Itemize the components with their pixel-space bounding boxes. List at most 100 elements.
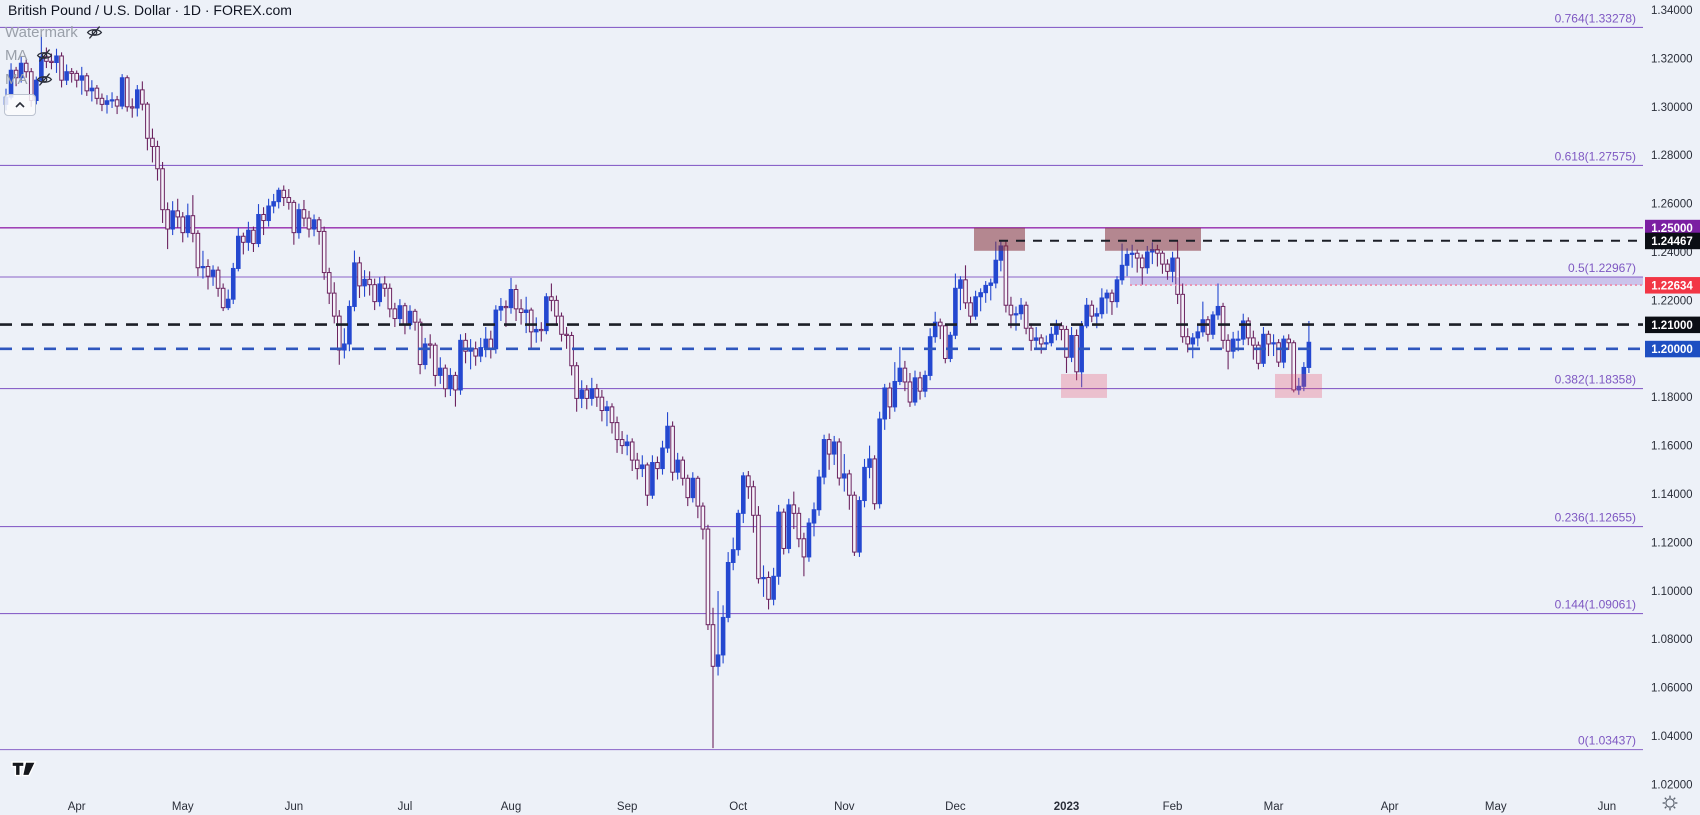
candle-body: [1195, 331, 1201, 339]
candle-body: [337, 315, 342, 351]
candle-body: [1069, 334, 1074, 358]
candle-body: [13, 69, 19, 79]
candle-body: [1044, 342, 1049, 345]
eye-off-icon[interactable]: [36, 47, 53, 64]
candle-body: [1119, 264, 1125, 281]
candle-body: [54, 55, 59, 64]
candle-body: [988, 282, 994, 286]
candle-body: [498, 305, 504, 311]
candle-body: [109, 99, 115, 102]
candle-body: [84, 75, 90, 92]
candle-body: [251, 229, 256, 245]
candle-body: [983, 284, 989, 294]
candle-body: [943, 325, 948, 359]
candle-body: [852, 494, 857, 553]
candle-body: [281, 189, 287, 199]
ma1-label: MA: [5, 47, 28, 64]
candle-body: [594, 388, 600, 398]
symbol-title[interactable]: British Pound / U.S. Dollar · 1D · FOREX…: [8, 2, 292, 18]
candle-body: [902, 367, 908, 383]
candle-body: [64, 71, 69, 81]
settings-gear-icon[interactable]: [1662, 795, 1678, 815]
legend-collapse-button[interactable]: [4, 94, 36, 116]
eye-off-icon[interactable]: [86, 24, 103, 41]
price-axis-badge-label: 1.22634: [1651, 280, 1693, 292]
candle-body: [261, 213, 266, 222]
supply-zone[interactable]: [974, 227, 1025, 251]
candle-body: [397, 305, 403, 320]
candle-body: [1099, 297, 1105, 315]
price-axis-tick: 1.10000: [1651, 586, 1693, 598]
candle-body: [1190, 337, 1196, 345]
candle-body: [806, 522, 812, 558]
candle-body: [286, 197, 292, 203]
candle-body: [685, 477, 691, 499]
candle-body: [372, 284, 377, 303]
candle-body: [831, 441, 837, 455]
candle-body: [912, 377, 918, 403]
supply-zone[interactable]: [1105, 227, 1201, 251]
candle-body: [89, 87, 95, 92]
candle-body: [503, 305, 509, 309]
legend-row-ma2: MA: [5, 71, 53, 88]
tradingview-logo[interactable]: [11, 760, 37, 783]
price-axis-tick: 1.04000: [1651, 731, 1693, 743]
candle-body: [1266, 333, 1271, 345]
candle-body: [528, 309, 534, 333]
candle-body: [1134, 252, 1140, 259]
candle-body: [948, 334, 953, 359]
demand-zone[interactable]: [1061, 373, 1107, 398]
demand-zone[interactable]: [1275, 373, 1322, 398]
candle-body: [170, 210, 175, 230]
candle-body: [1084, 304, 1090, 327]
price-axis-tick: 1.16000: [1651, 441, 1693, 453]
candle-body: [180, 216, 186, 234]
candle-body: [422, 343, 428, 366]
candle-body: [963, 279, 968, 304]
candle-body: [634, 459, 640, 470]
candle-body: [978, 292, 983, 298]
price-axis-tick: 1.12000: [1651, 537, 1693, 549]
candle-body: [1114, 279, 1120, 303]
candle-body: [448, 374, 453, 390]
time-axis-label: Jun: [285, 801, 304, 813]
band-zone[interactable]: [1130, 276, 1643, 286]
candle-body: [392, 308, 398, 320]
candle-body: [155, 145, 160, 170]
legend-row-watermark: Watermark: [5, 24, 103, 41]
watermark-label: Watermark: [5, 24, 78, 41]
candle-body: [483, 338, 489, 349]
candle-body: [695, 477, 701, 507]
time-axis-label: Sep: [617, 801, 637, 813]
eye-off-icon[interactable]: [36, 71, 53, 88]
candle-body: [205, 266, 211, 277]
candle-body: [533, 328, 539, 333]
candle-body: [826, 439, 832, 455]
candle-body: [1271, 342, 1276, 345]
candle-body: [574, 365, 579, 399]
candle-body: [655, 462, 660, 470]
candle-body: [427, 343, 433, 346]
candle-body: [604, 406, 610, 412]
candle-body: [1054, 325, 1059, 335]
time-axis-label: Mar: [1264, 801, 1284, 813]
candle-body: [614, 422, 620, 441]
candle-body: [735, 512, 741, 551]
candle-body: [1018, 304, 1024, 315]
candle-body: [710, 624, 716, 667]
candle-body: [1165, 263, 1170, 272]
candle-body: [1049, 333, 1054, 344]
candle-body: [629, 441, 635, 461]
candle-body: [1230, 338, 1236, 352]
candle-body: [720, 616, 726, 656]
candle-body: [432, 344, 438, 376]
candle-body: [958, 279, 963, 289]
candle-body: [478, 347, 483, 357]
candle-body: [402, 305, 408, 326]
candle-body: [1235, 338, 1241, 341]
candle-body: [1059, 325, 1064, 330]
candle-body: [887, 387, 893, 408]
candle-body: [564, 333, 569, 336]
